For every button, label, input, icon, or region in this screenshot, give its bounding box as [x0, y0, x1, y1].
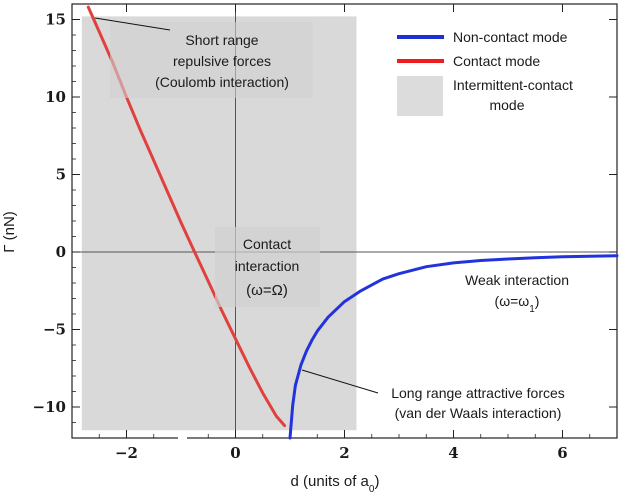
annotation-weak-interaction: Weak interaction (ω=ω1)	[465, 272, 569, 315]
legend-label-intermittent-line2: mode	[489, 97, 524, 113]
annotation-contact-line1: Contact	[243, 236, 291, 252]
annotation-weak-line2: (ω=ω1)	[495, 293, 540, 315]
annotation-long-range: Long range attractive forces (van der Wa…	[301, 369, 565, 421]
y-tick-label: −5	[43, 321, 66, 339]
annotation-contact-interaction: Contact interaction (ω=Ω)	[215, 227, 320, 307]
legend-label-contact: Contact mode	[453, 53, 540, 69]
bottom-axis-gap	[178, 433, 187, 439]
legend-label-intermittent-line1: Intermittent-contact	[453, 77, 573, 93]
annotation-long-range-line2: (van der Waals interaction)	[395, 405, 562, 421]
x-tick-label: 2	[339, 444, 349, 462]
series-line-non-contact	[288, 254, 619, 440]
x-axis-label-text: d (units of a	[291, 473, 370, 490]
x-tick-label: 6	[557, 444, 567, 462]
annotation-weak-line1: Weak interaction	[465, 272, 569, 288]
annotation-contact-line3: (ω=Ω)	[246, 282, 288, 299]
y-tick-label: −10	[33, 398, 66, 416]
y-tick-label: 5	[56, 166, 66, 184]
annotation-short-range-line3: (Coulomb interaction)	[155, 74, 289, 90]
y-tick-label: 10	[45, 88, 66, 106]
x-tick-label: 0	[230, 444, 240, 462]
annotation-weak-close: )	[535, 293, 540, 309]
x-axis-label-sub: 0	[369, 484, 375, 495]
x-tick-label: −2	[115, 444, 138, 462]
legend-swatch-intermittent	[397, 76, 443, 116]
annotation-weak-omega: (ω=ω	[495, 293, 530, 309]
y-axis-label: Γ (nN)	[1, 211, 18, 253]
x-axis-label: d (units of a0)	[291, 473, 380, 495]
annotation-short-range: Short range repulsive forces (Coulomb in…	[94, 17, 313, 98]
annotation-short-range-line2: repulsive forces	[173, 53, 271, 69]
annotation-weak-sub: 1	[529, 304, 535, 315]
annotation-long-range-line1: Long range attractive forces	[391, 385, 565, 401]
x-axis-label-end: )	[374, 473, 379, 490]
x-tick-label: 4	[448, 444, 458, 462]
annotation-contact-line2: interaction	[235, 258, 300, 274]
y-tick-label: 15	[45, 11, 66, 29]
legend-label-non-contact: Non-contact mode	[453, 29, 568, 45]
legend: Non-contact mode Contact mode Intermitte…	[397, 29, 573, 116]
y-tick-label: 0	[56, 243, 66, 261]
annotation-short-range-line1: Short range	[185, 32, 258, 48]
